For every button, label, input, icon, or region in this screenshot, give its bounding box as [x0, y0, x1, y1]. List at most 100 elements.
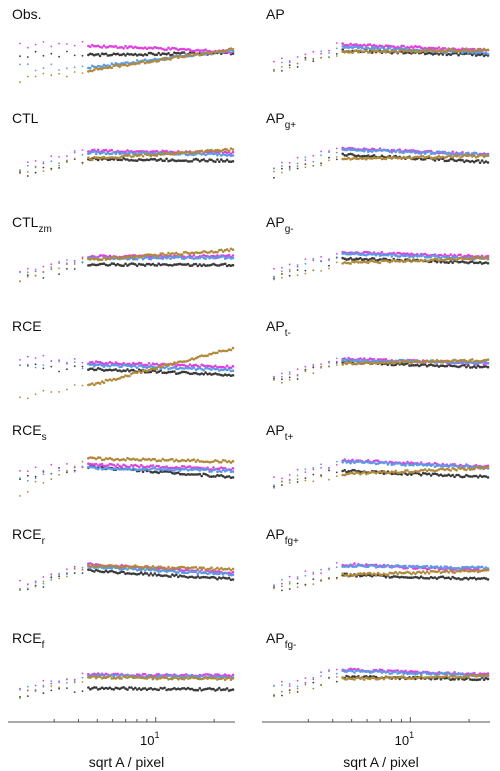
- data-point: [406, 254, 409, 257]
- data-point: [225, 151, 229, 154]
- data-point: [394, 469, 398, 473]
- data-point: [423, 572, 427, 575]
- data-point: [171, 152, 174, 156]
- data-point: [281, 266, 283, 269]
- data-point: [320, 475, 322, 478]
- data-point: [435, 565, 439, 568]
- data-point: [175, 573, 178, 577]
- data-point: [328, 159, 330, 162]
- data-point: [351, 51, 354, 54]
- data-point: [404, 156, 407, 160]
- data-point: [106, 566, 110, 570]
- data-point: [42, 67, 45, 69]
- data-point: [402, 471, 405, 474]
- data-point: [58, 359, 60, 362]
- data-point: [188, 363, 192, 366]
- series-black: [19, 686, 235, 698]
- data-point: [427, 472, 431, 476]
- data-point: [453, 571, 456, 574]
- data-point: [443, 253, 447, 256]
- data-point: [366, 156, 370, 160]
- data-point: [89, 258, 92, 261]
- data-point: [120, 151, 123, 155]
- data-point: [171, 362, 174, 366]
- data-point: [410, 157, 413, 160]
- data-point: [58, 360, 60, 363]
- data-point: [465, 677, 468, 680]
- data-point: [210, 249, 213, 253]
- data-point: [443, 468, 447, 472]
- data-point: [231, 256, 235, 260]
- data-point: [328, 365, 330, 368]
- data-point: [427, 572, 431, 575]
- data-point: [227, 160, 231, 163]
- data-point: [128, 255, 131, 259]
- data-point: [225, 49, 229, 52]
- data-point: [91, 675, 94, 678]
- data-point: [465, 473, 468, 477]
- data-point: [66, 469, 68, 472]
- data-point: [200, 255, 203, 258]
- data-point: [416, 50, 419, 53]
- data-point: [404, 564, 407, 568]
- data-point: [98, 466, 102, 469]
- data-point: [443, 50, 447, 53]
- data-point: [402, 44, 405, 48]
- data-point: [455, 673, 458, 676]
- data-point: [98, 563, 102, 567]
- data-point: [104, 148, 108, 152]
- data-point: [368, 252, 372, 256]
- data-point: [455, 577, 458, 581]
- data-point: [26, 274, 29, 277]
- data-point: [412, 150, 415, 153]
- data-point: [408, 571, 411, 574]
- data-point: [163, 150, 166, 153]
- data-point: [435, 577, 439, 580]
- data-point: [167, 151, 170, 155]
- data-point: [89, 52, 92, 56]
- data-point: [312, 467, 315, 469]
- data-point: [418, 472, 421, 476]
- data-point: [190, 160, 194, 163]
- data-point: [157, 673, 160, 676]
- data-point: [135, 150, 139, 153]
- data-point: [467, 151, 470, 155]
- data-point: [357, 358, 360, 362]
- data-point: [81, 149, 84, 151]
- data-point: [89, 456, 92, 459]
- data-point: [439, 364, 443, 368]
- data-point: [124, 262, 127, 266]
- data-point: [394, 360, 398, 364]
- data-point: [218, 50, 221, 53]
- data-point: [122, 361, 125, 365]
- data-point: [102, 52, 106, 56]
- data-point: [453, 475, 456, 479]
- data-point: [214, 689, 217, 692]
- data-point: [463, 254, 466, 258]
- data-point: [169, 58, 172, 61]
- data-point: [135, 62, 139, 65]
- data-point: [188, 252, 192, 255]
- data-point: [167, 264, 170, 267]
- data-point: [459, 256, 462, 260]
- data-point: [184, 575, 188, 579]
- data-point: [110, 66, 114, 70]
- data-point: [273, 484, 275, 486]
- data-point: [130, 365, 133, 369]
- data-point: [128, 686, 131, 689]
- data-point: [471, 260, 474, 263]
- data-point: [204, 468, 207, 472]
- data-point: [137, 572, 141, 576]
- data-point: [404, 669, 407, 673]
- data-point: [212, 256, 215, 260]
- data-point: [384, 471, 388, 474]
- data-point: [406, 473, 409, 477]
- data-point: [419, 155, 423, 158]
- data-point: [431, 49, 435, 52]
- data-point: [355, 157, 358, 161]
- data-point: [223, 160, 227, 163]
- data-point: [374, 360, 378, 363]
- data-point: [159, 569, 162, 573]
- data-point: [134, 567, 137, 570]
- data-point: [412, 258, 415, 261]
